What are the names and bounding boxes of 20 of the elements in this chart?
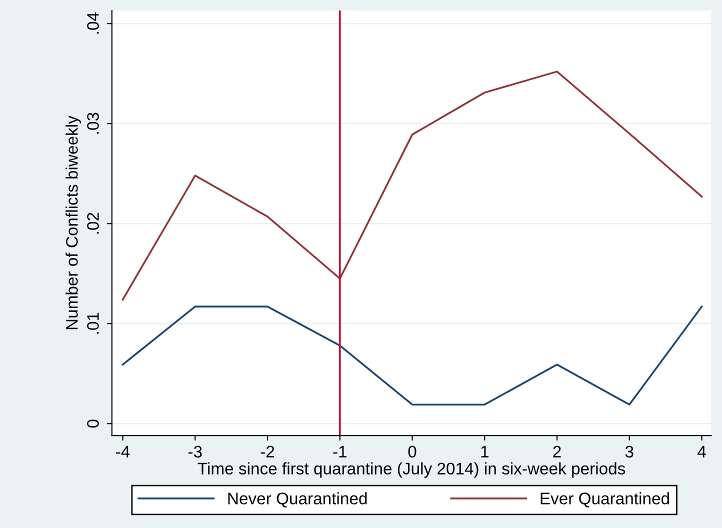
y-tick-label: .02: [87, 212, 99, 234]
legend-label: Never Quarantined: [228, 492, 367, 508]
x-tick-label: 2: [553, 446, 561, 458]
x-tick-label: 0: [408, 446, 416, 458]
line-series: [122, 70, 703, 300]
legend-label: Ever Quarantined: [540, 492, 669, 508]
y-tick-label: .01: [87, 312, 99, 334]
y-axis-title: Number of Conflicts biweekly: [66, 116, 82, 330]
y-tick-label: 0: [87, 420, 99, 428]
line-series: [122, 306, 703, 406]
x-axis-title: Time since first quarantine (July 2014) in six-week periods: [198, 462, 626, 478]
y-tick-label: .04: [87, 12, 99, 34]
x-tick-label: -2: [260, 446, 274, 458]
x-tick-label: 3: [625, 446, 634, 458]
x-tick-label: -1: [333, 446, 346, 458]
x-tick-label: -3: [188, 446, 202, 458]
x-tick-label: -4: [116, 446, 130, 458]
y-tick-label: .03: [87, 112, 99, 134]
x-tick-label: 1: [481, 446, 488, 458]
x-tick-label: 4: [698, 446, 706, 458]
